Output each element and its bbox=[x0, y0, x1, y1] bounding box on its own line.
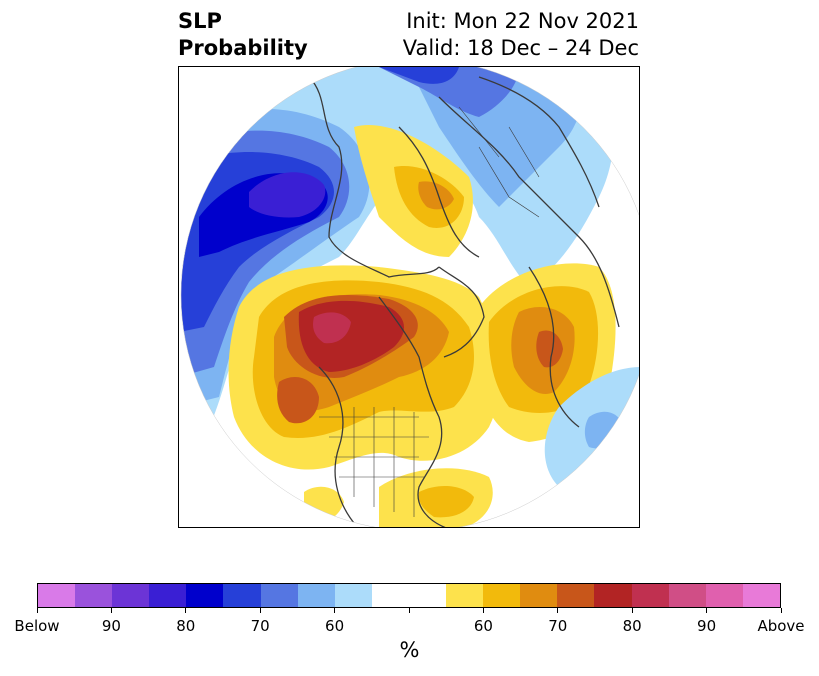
colorbar-segment-18 bbox=[705, 584, 743, 607]
blue-region-lower-right-mid bbox=[584, 411, 624, 449]
colorbar-segment-19 bbox=[742, 584, 780, 607]
hemisphere-edge bbox=[180, 67, 639, 527]
colorbar-segment-3 bbox=[149, 584, 187, 607]
colorbar-label: Above bbox=[757, 617, 805, 635]
colorbar-tick bbox=[408, 608, 410, 613]
chart-title-right: Init: Mon 22 Nov 2021 Valid: 18 Dec – 24… bbox=[403, 8, 639, 62]
colorbar bbox=[37, 583, 781, 608]
colorbar-segment-1 bbox=[75, 584, 113, 607]
colorbar-label: 90 bbox=[697, 617, 717, 635]
colorbar-tick bbox=[706, 608, 708, 613]
colorbar-label: 70 bbox=[250, 617, 270, 635]
colorbar-segment-10 bbox=[408, 584, 447, 607]
colorbar-tick bbox=[36, 608, 38, 613]
colorbar-label: 70 bbox=[548, 617, 568, 635]
colorbar-segment-8 bbox=[334, 584, 372, 607]
colorbar-label: 60 bbox=[325, 617, 345, 635]
colorbar-segment-9 bbox=[371, 584, 409, 607]
colorbar-segment-17 bbox=[668, 584, 706, 607]
title-init-date: Init: Mon 22 Nov 2021 bbox=[406, 9, 639, 33]
colorbar-tick bbox=[557, 608, 559, 613]
colorbar-label: 80 bbox=[176, 617, 196, 635]
map-canvas bbox=[180, 67, 639, 527]
colorbar-tick bbox=[334, 608, 336, 613]
probability-map bbox=[178, 66, 640, 528]
colorbar-segment-7 bbox=[297, 584, 335, 607]
colorbar-segment-14 bbox=[557, 584, 595, 607]
colorbar-segment-13 bbox=[520, 584, 558, 607]
colorbar-label: 80 bbox=[622, 617, 642, 635]
title-variable: SLP bbox=[178, 9, 222, 33]
blue-region-asia-dark bbox=[379, 67, 459, 84]
colorbar-segment-2 bbox=[112, 584, 150, 607]
colorbar-labels: Below 90 80 70 60 60 70 80 90 Above bbox=[0, 617, 819, 635]
orange-blob-pacific bbox=[277, 377, 319, 424]
orange-region-eurasia bbox=[418, 181, 454, 210]
colorbar-segment-0 bbox=[38, 584, 76, 607]
colorbar-label: 90 bbox=[101, 617, 121, 635]
colorbar-label: Below bbox=[14, 617, 60, 635]
chart-title-left: SLP Probability bbox=[178, 8, 308, 62]
colorbar-segment-6 bbox=[260, 584, 298, 607]
title-quantity: Probability bbox=[178, 36, 308, 60]
orange-dark-region-atlantic bbox=[536, 330, 563, 368]
colorbar-segment-5 bbox=[223, 584, 261, 607]
colorbar-tick bbox=[631, 608, 633, 613]
colorbar-tick bbox=[110, 608, 112, 613]
colorbar-unit-label: % bbox=[399, 638, 420, 662]
colorbar-tick bbox=[780, 608, 782, 613]
colorbar-segment-4 bbox=[186, 584, 224, 607]
colorbar-segment-15 bbox=[594, 584, 632, 607]
title-valid-range: Valid: 18 Dec – 24 Dec bbox=[402, 36, 639, 60]
coastlines bbox=[308, 76, 620, 527]
colorbar-tick bbox=[259, 608, 261, 613]
colorbar-segment-16 bbox=[631, 584, 669, 607]
colorbar-label: 60 bbox=[473, 617, 493, 635]
purple-core bbox=[249, 172, 326, 218]
gold-region-lower bbox=[418, 485, 474, 518]
rose-core-arctic bbox=[313, 312, 351, 344]
colorbar-segment-12 bbox=[483, 584, 521, 607]
colorbar-tick bbox=[482, 608, 484, 613]
borders bbox=[319, 106, 540, 517]
colorbar-tick bbox=[185, 608, 187, 613]
map-hemisphere bbox=[181, 67, 639, 527]
colorbar-segment-11 bbox=[446, 584, 484, 607]
colorbar-ticks bbox=[0, 608, 819, 614]
